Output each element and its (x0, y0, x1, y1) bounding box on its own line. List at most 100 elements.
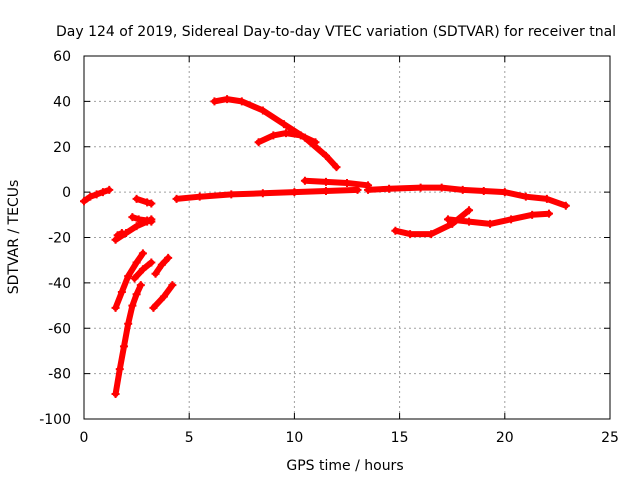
data-point (98, 188, 107, 197)
data-point (147, 258, 156, 267)
data-point (115, 365, 124, 374)
data-point (124, 272, 133, 281)
data-point (223, 95, 232, 104)
x-tick-label: 15 (391, 430, 409, 446)
data-point (427, 230, 436, 239)
y-tick-label: 40 (53, 94, 71, 110)
data-point (172, 194, 181, 203)
data-point (111, 390, 120, 399)
x-tick-label: 25 (601, 430, 619, 446)
data-point (117, 287, 126, 296)
data-point (210, 97, 219, 106)
data-point (500, 188, 509, 197)
data-point (134, 215, 143, 224)
data-point (507, 215, 516, 224)
data-point (159, 292, 168, 301)
data-point (364, 185, 373, 194)
x-tick-label: 20 (496, 430, 514, 446)
x-tick-label: 0 (80, 430, 89, 446)
y-tick-label: 20 (53, 140, 71, 156)
data-point (321, 151, 330, 160)
data-point (391, 226, 400, 235)
series-line (301, 177, 371, 189)
series-line (173, 186, 361, 202)
data-point (465, 206, 474, 215)
data-point (416, 183, 425, 192)
data-point (132, 258, 141, 267)
data-point (237, 97, 246, 106)
data-point (157, 260, 166, 269)
x-tick-label: 10 (285, 430, 303, 446)
data-point (281, 129, 290, 138)
data-point (130, 274, 139, 283)
data-point (311, 138, 320, 147)
data-point (86, 192, 95, 201)
data-point (132, 290, 141, 299)
y-tick-label: -60 (48, 321, 71, 337)
data-point (486, 219, 495, 228)
data-point (406, 230, 415, 239)
data-point (458, 185, 467, 194)
chart-title: Day 124 of 2019, Sidereal Day-to-day VTE… (56, 24, 616, 40)
grid-lines (84, 56, 610, 419)
data-point (544, 209, 553, 218)
data-point (143, 198, 152, 207)
data-point (385, 184, 394, 193)
data-point (143, 216, 152, 225)
data-series (80, 95, 570, 399)
data-point (147, 199, 156, 208)
data-point (117, 228, 126, 237)
data-point (528, 210, 537, 219)
data-point (332, 163, 341, 172)
data-point (300, 176, 309, 185)
axis-ticks: 0 5 10 15 20 25 -100 -80 -60 -40 -20 0 20 40 60 (39, 49, 619, 446)
y-tick-label: 0 (62, 185, 71, 201)
y-tick-label: 60 (53, 49, 71, 65)
y-tick-label: -100 (39, 412, 71, 428)
data-point (132, 222, 141, 231)
data-point (479, 186, 488, 195)
data-point (353, 185, 362, 194)
y-tick-label: -80 (48, 367, 71, 383)
data-point (254, 138, 263, 147)
data-point (437, 183, 446, 192)
data-point (227, 190, 236, 199)
data-point (164, 253, 173, 262)
data-point (111, 303, 120, 312)
data-point (269, 131, 278, 140)
data-point (258, 189, 267, 198)
data-point (343, 179, 351, 188)
data-point (128, 301, 137, 310)
y-tick-label: -20 (48, 231, 71, 247)
data-point (124, 319, 133, 328)
data-point (296, 131, 305, 140)
data-point (92, 190, 101, 199)
data-point (138, 265, 147, 274)
data-point (119, 342, 128, 351)
data-point (321, 177, 330, 186)
data-point (128, 213, 137, 222)
data-point (279, 120, 288, 129)
data-point (168, 281, 177, 290)
data-point (258, 106, 267, 115)
data-point (149, 303, 158, 312)
data-point (521, 192, 530, 201)
data-point (195, 192, 204, 201)
data-point (542, 194, 551, 203)
plot-frame (83, 55, 611, 420)
y-axis-label: SDTVAR / TECUs (6, 180, 22, 295)
x-tick-label: 5 (185, 430, 194, 446)
data-point (443, 215, 452, 224)
x-axis-label: GPS time / hours (286, 458, 403, 474)
data-point (290, 188, 299, 197)
data-point (136, 281, 145, 290)
data-point (151, 269, 160, 278)
data-point (132, 194, 141, 203)
data-point (105, 185, 114, 194)
data-point (321, 186, 330, 195)
data-point (465, 217, 474, 226)
data-point (138, 249, 147, 258)
y-tick-label: -40 (48, 276, 71, 292)
data-point (113, 231, 122, 240)
